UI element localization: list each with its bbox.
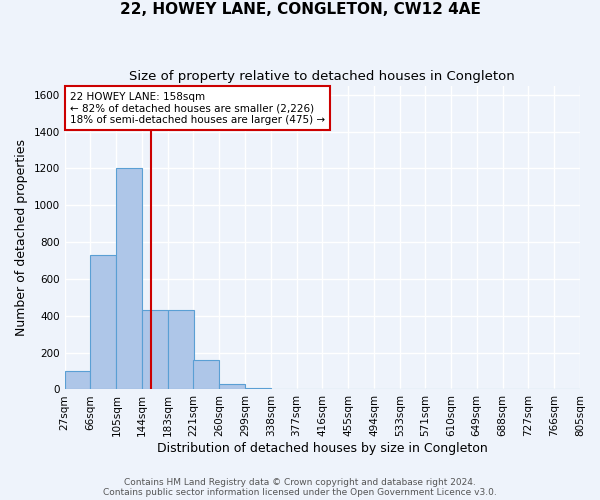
Text: 22 HOWEY LANE: 158sqm
← 82% of detached houses are smaller (2,226)
18% of semi-d: 22 HOWEY LANE: 158sqm ← 82% of detached … <box>70 92 325 125</box>
X-axis label: Distribution of detached houses by size in Congleton: Distribution of detached houses by size … <box>157 442 488 455</box>
Bar <box>142 310 168 390</box>
Bar <box>219 384 245 390</box>
Bar <box>245 388 271 390</box>
Text: 22, HOWEY LANE, CONGLETON, CW12 4AE: 22, HOWEY LANE, CONGLETON, CW12 4AE <box>119 2 481 18</box>
Text: Contains HM Land Registry data © Crown copyright and database right 2024.
Contai: Contains HM Land Registry data © Crown c… <box>103 478 497 497</box>
Bar <box>193 360 219 390</box>
Bar <box>65 371 91 390</box>
Bar <box>168 310 194 390</box>
Y-axis label: Number of detached properties: Number of detached properties <box>15 139 28 336</box>
Bar <box>91 255 116 390</box>
Bar <box>116 168 142 390</box>
Title: Size of property relative to detached houses in Congleton: Size of property relative to detached ho… <box>130 70 515 83</box>
